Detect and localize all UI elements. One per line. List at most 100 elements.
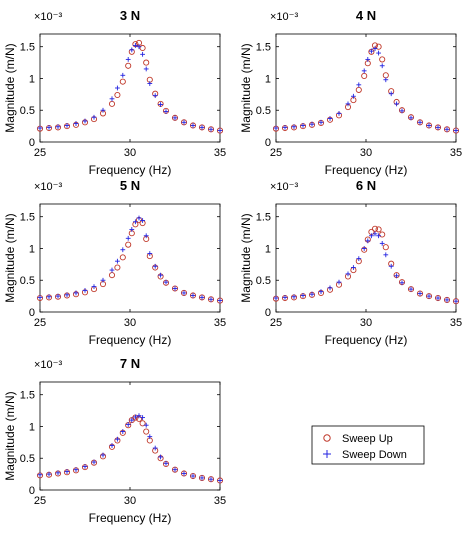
data-point (345, 271, 351, 277)
data-point (46, 124, 52, 130)
y-tick-label: 1.5 (256, 42, 271, 54)
y-multiplier: ×10⁻³ (34, 11, 62, 23)
data-point (365, 238, 371, 244)
data-point (129, 227, 135, 232)
y-multiplier: ×10⁻³ (34, 359, 62, 371)
y-tick-label: 1.5 (256, 212, 271, 224)
data-point (434, 294, 442, 302)
data-point (416, 119, 424, 126)
series-sweep-down (273, 231, 459, 304)
data-point (300, 123, 306, 128)
x-axis-label: Frequency (Hz) (89, 511, 172, 525)
data-point (181, 471, 187, 476)
chart-title: 7 N (120, 356, 140, 371)
data-point (73, 121, 79, 126)
data-point (216, 297, 224, 304)
data-point (158, 272, 163, 278)
data-point (180, 470, 188, 477)
x-axis-label: Frequency (Hz) (325, 163, 408, 177)
y-tick-label: 0.5 (20, 105, 35, 117)
data-point (140, 51, 145, 57)
legend-sweep-up-label: Sweep Up (342, 433, 393, 445)
x-axis-label: Frequency (Hz) (89, 333, 172, 347)
data-point (198, 294, 206, 301)
data-point (379, 63, 385, 69)
data-point (114, 91, 121, 99)
data-point (383, 252, 389, 258)
y-tick-label: 1 (265, 73, 271, 85)
data-point (371, 225, 379, 232)
data-point (426, 123, 432, 128)
data-point (109, 443, 115, 448)
panel-4n: 25 30 35 0 0.5 1 1.5 Frequency (Hz) Magnitude (m… (239, 8, 462, 177)
x-tick-label: 25 (34, 495, 46, 507)
y-multiplier: ×10⁻³ (34, 181, 62, 193)
data-point (143, 428, 150, 435)
series-sweep-down (273, 46, 459, 133)
x-axis-label: Frequency (Hz) (89, 163, 172, 177)
data-point (217, 478, 223, 483)
data-point (361, 246, 367, 251)
data-point (73, 290, 79, 296)
y-tick-label: 1 (29, 73, 35, 85)
data-point (120, 247, 126, 253)
data-point (291, 294, 297, 300)
data-point (133, 414, 138, 420)
data-point (125, 241, 132, 248)
y-axis-label: Magnitude (m/N) (239, 43, 253, 132)
data-point (452, 298, 460, 305)
data-point (73, 467, 79, 473)
y-tick-label: 1.5 (20, 42, 35, 54)
chart-title: 4 N (356, 8, 376, 23)
data-point (114, 264, 121, 271)
data-point (361, 72, 368, 79)
series-sweep-up (272, 225, 460, 305)
data-point (434, 124, 442, 131)
data-point (379, 240, 385, 246)
data-point (217, 298, 223, 303)
data-point (180, 119, 188, 126)
data-point (345, 101, 351, 107)
data-point (216, 477, 224, 484)
x-tick-label: 30 (124, 495, 136, 507)
data-point (336, 279, 342, 285)
data-point (115, 85, 120, 91)
data-point (369, 233, 374, 239)
y-tick-label: 0.5 (20, 453, 35, 465)
data-point (129, 417, 135, 423)
legend: Sweep Up Sweep Down (311, 425, 425, 465)
data-point (318, 289, 324, 295)
data-point (351, 265, 356, 270)
data-point (208, 126, 214, 132)
data-point (129, 47, 135, 53)
y-multiplier: ×10⁻³ (270, 11, 298, 23)
data-point (171, 114, 179, 121)
data-point (207, 296, 215, 303)
data-point (444, 126, 450, 132)
y-tick-label: 0 (265, 137, 271, 149)
data-point (139, 420, 146, 427)
data-point (416, 290, 424, 297)
data-point (91, 114, 97, 120)
data-point (443, 296, 451, 303)
data-point (46, 294, 52, 300)
data-point (417, 119, 423, 125)
data-point (108, 100, 116, 107)
data-point (356, 256, 362, 262)
data-point (181, 290, 187, 296)
data-point (375, 43, 382, 50)
series-sweep-up (36, 216, 224, 304)
data-point (143, 422, 149, 428)
data-point (163, 460, 169, 466)
data-point (375, 226, 382, 233)
data-point (376, 50, 381, 56)
data-point (140, 218, 145, 223)
data-point (379, 231, 386, 238)
data-point (140, 415, 145, 420)
series-sweep-up (36, 414, 224, 484)
data-point (372, 46, 378, 52)
data-point (453, 298, 459, 304)
data-point (217, 128, 223, 133)
data-point (208, 296, 214, 302)
data-point (309, 121, 315, 127)
